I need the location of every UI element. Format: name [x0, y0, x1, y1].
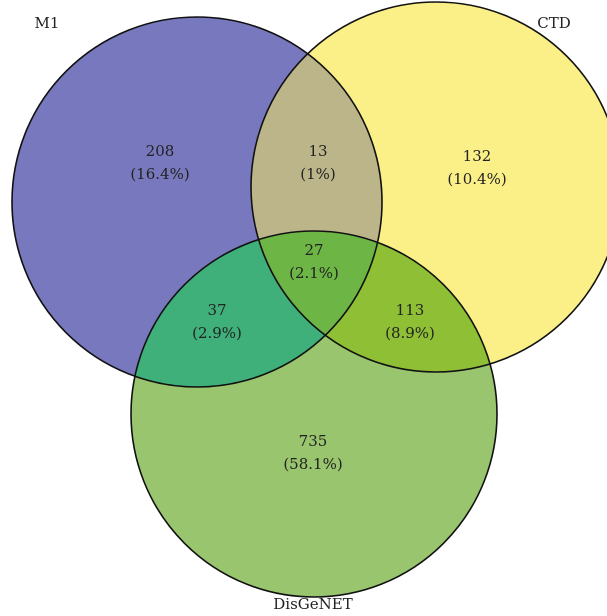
- region-count-disgenet-only: 735: [299, 432, 328, 450]
- region-percent-m1-disgenet: (2.9%): [192, 324, 242, 342]
- region-percent-ctd-only: (10.4%): [447, 170, 506, 188]
- m1-outline: [11, 16, 383, 388]
- region-percent-ctd-disgenet: (8.9%): [385, 324, 435, 342]
- set-label-disgenet: DisGeNET: [273, 595, 352, 613]
- region-percent-disgenet-only: (58.1%): [283, 455, 342, 473]
- region-count-m1-disgenet: 37: [207, 301, 226, 319]
- region-count-m1-only: 208: [146, 142, 175, 160]
- set-label-m1: M1: [35, 14, 60, 32]
- m1-disgenet-overlap: [131, 231, 382, 387]
- disgenet-outline: [130, 230, 498, 598]
- region-count-ctd-disgenet: 113: [396, 301, 425, 319]
- set-label-ctd: CTD: [537, 14, 571, 32]
- ctd-disgenet-overlap: [251, 231, 497, 372]
- region-count-m1-ctd: 13: [308, 142, 327, 160]
- ctd-outline: [250, 1, 607, 373]
- region-count-all-three: 27: [304, 241, 323, 259]
- region-percent-m1-ctd: (1%): [300, 165, 336, 183]
- region-count-ctd-only: 132: [463, 147, 492, 165]
- region-percent-all-three: (2.1%): [289, 264, 339, 282]
- region-percent-m1-only: (16.4%): [130, 165, 189, 183]
